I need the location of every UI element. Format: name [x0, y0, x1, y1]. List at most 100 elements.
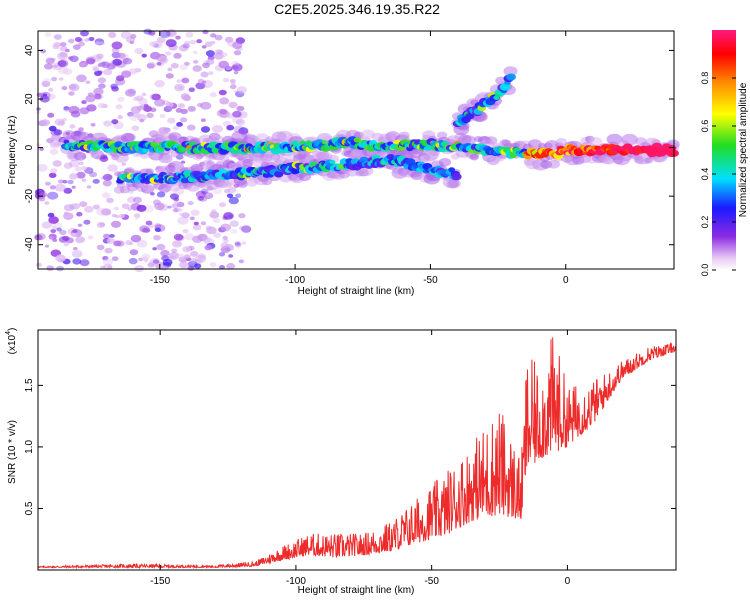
spectral-blob — [54, 183, 66, 192]
spectral-blob — [149, 93, 159, 101]
spectral-blob — [156, 62, 162, 66]
spectrogram-x-label: Height of straight line (km) — [298, 286, 415, 297]
spectral-blob — [110, 220, 122, 228]
spectral-blob — [236, 105, 245, 112]
colorbar-tick-label: 0.8 — [700, 72, 710, 85]
spectral-blob — [224, 188, 231, 194]
x-tick-label: -50 — [424, 576, 439, 587]
spectral-blob — [61, 86, 68, 91]
spectral-blob — [154, 98, 166, 107]
spectral-blob — [192, 65, 202, 72]
spectral-blob — [228, 254, 234, 258]
spectral-blob — [47, 93, 56, 100]
spectral-blob — [57, 179, 64, 184]
spectral-blob — [177, 216, 189, 225]
spectral-blob — [232, 116, 243, 124]
snr-series-line — [37, 337, 677, 570]
spectral-blob — [64, 48, 70, 53]
svg-text:(x104): (x104) — [5, 328, 18, 355]
spectral-blob — [68, 38, 75, 44]
spectral-blob — [45, 56, 55, 63]
spectral-blob — [39, 147, 44, 151]
spectral-blob — [233, 50, 242, 56]
spectral-blob — [57, 59, 69, 68]
spectral-blob — [229, 220, 239, 227]
spectral-blob — [69, 159, 80, 168]
spectrogram-data — [34, 28, 680, 273]
spectral-blob — [52, 160, 62, 167]
spectral-blob — [329, 160, 336, 165]
spectral-blob — [167, 67, 173, 72]
spectral-blob — [141, 253, 151, 260]
spectral-blob — [129, 249, 139, 256]
spectral-blob — [202, 62, 210, 69]
spectral-blob — [46, 265, 55, 272]
spectral-blob — [78, 127, 84, 132]
spectral-blob — [97, 63, 104, 67]
colorbar-tick-label: 0.6 — [700, 120, 710, 133]
spectral-blob — [173, 52, 182, 59]
spectral-blob — [353, 137, 362, 143]
spectral-blob — [209, 92, 217, 98]
spectral-blob — [62, 179, 68, 184]
y-tick-label: 0.5 — [24, 501, 35, 515]
spectral-blob — [68, 91, 75, 96]
spectral-blob — [74, 166, 82, 172]
spectral-blob — [165, 39, 177, 48]
spectral-blob — [219, 265, 225, 270]
spectral-blob — [36, 107, 41, 111]
spectral-blob — [96, 208, 108, 216]
spectral-blob — [168, 255, 176, 261]
spectral-blob — [145, 220, 153, 226]
spectral-blob — [76, 171, 86, 179]
spectral-blob — [36, 143, 41, 147]
spectral-blob — [106, 237, 116, 244]
spectral-blob — [165, 51, 172, 56]
spectral-blob — [179, 261, 189, 269]
spectral-blob — [44, 244, 50, 248]
spectral-blob — [127, 111, 134, 117]
spectral-blob — [230, 229, 238, 234]
spectral-blob — [205, 50, 215, 57]
spectral-blob — [102, 180, 112, 187]
spectral-blob — [180, 147, 187, 152]
spectral-blob — [74, 37, 82, 42]
spectral-blob — [68, 56, 74, 60]
spectral-blob — [189, 258, 197, 263]
spectral-blob — [50, 228, 57, 234]
spectral-blob — [213, 232, 221, 238]
spectral-blob — [201, 236, 211, 243]
spectral-blob — [173, 233, 184, 241]
spectral-blob — [189, 250, 199, 257]
spectral-blob — [79, 259, 90, 267]
spectral-blob — [159, 57, 167, 63]
spectral-blob — [53, 42, 61, 48]
spectral-blob — [117, 52, 126, 59]
spectral-blob — [97, 77, 107, 84]
spectral-blob — [210, 33, 217, 38]
spectral-blob — [55, 254, 66, 262]
spectral-blob — [228, 101, 238, 109]
spectral-blob — [84, 206, 94, 213]
spectral-blob — [81, 178, 87, 182]
spectral-blob — [178, 86, 183, 90]
spectral-blob — [469, 154, 479, 161]
spectral-blob — [120, 31, 132, 39]
spectral-blob — [232, 41, 243, 50]
spectral-blob — [189, 216, 195, 221]
spectral-blob — [108, 32, 117, 38]
spectral-blob — [70, 232, 78, 238]
spectral-blob — [232, 65, 239, 70]
spectral-blob — [361, 129, 375, 139]
spectral-blob — [226, 124, 235, 131]
spectral-blob — [172, 125, 179, 131]
spectral-blob — [58, 77, 64, 81]
spectral-blob — [84, 38, 90, 42]
spectral-blob — [174, 83, 185, 92]
spectral-blob — [51, 57, 56, 61]
spectral-blob — [101, 208, 112, 216]
spectral-blob — [39, 95, 50, 103]
y-tick-label: 40 — [24, 44, 35, 56]
spectral-blob — [228, 196, 239, 205]
